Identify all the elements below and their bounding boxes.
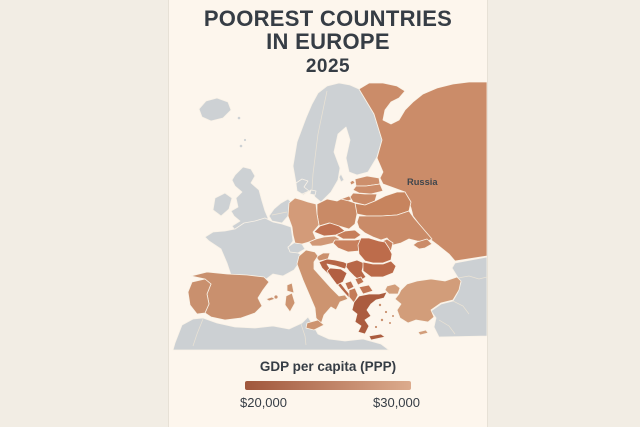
- country-turkey-europe: [384, 283, 401, 295]
- island-aegean-islands: [392, 315, 394, 317]
- algeria-tunisia-border: [300, 323, 307, 346]
- country-north-macedonia: [358, 284, 374, 295]
- country-ukraine: [356, 210, 433, 246]
- country-ireland: [212, 192, 233, 217]
- country-crimea: [412, 238, 433, 250]
- morocco-algeria-border: [192, 318, 204, 347]
- country-cyprus: [417, 329, 429, 336]
- island-aegean-islands: [380, 318, 384, 322]
- country-bosnia: [326, 267, 348, 286]
- country-poland: [316, 198, 358, 230]
- legend-title: GDP per capita (PPP): [259, 359, 397, 374]
- country-corsica: [286, 282, 295, 294]
- country-greece: [351, 291, 388, 335]
- island-faroe: [237, 116, 241, 120]
- caucasus-border: [457, 275, 487, 280]
- country-portugal: [187, 278, 212, 315]
- country-latvia: [352, 183, 384, 195]
- country-sicily: [305, 319, 325, 331]
- country-denmark-island: [309, 189, 317, 196]
- syria-border: [438, 319, 456, 335]
- country-kosovo: [354, 276, 365, 286]
- title-line1: POOREST COUNTRIES: [203, 6, 453, 31]
- country-iceland: [198, 97, 232, 122]
- country-romania: [357, 237, 393, 264]
- country-russia: [358, 82, 487, 262]
- legend-min-label: $20,000: [240, 395, 287, 410]
- title-year: 2025: [305, 55, 351, 77]
- country-italy: [296, 249, 349, 325]
- country-france: [204, 217, 303, 281]
- legend-gradient-bar: [245, 381, 411, 390]
- legend-max-label: $30,000: [373, 395, 420, 410]
- europe-choropleth-map: Russia: [172, 82, 487, 351]
- island-shetland: [239, 144, 243, 148]
- infographic-panel: POOREST COUNTRIES IN EUROPE 2025 Russia G…: [168, 0, 488, 427]
- country-estonia-islands: [349, 179, 356, 186]
- map-label-russia: Russia: [407, 177, 438, 187]
- legend-labels: $20,000 $30,000: [240, 395, 420, 410]
- country-slovakia: [335, 229, 362, 240]
- island-aegean-islands: [389, 322, 391, 324]
- country-turkey: [394, 276, 462, 324]
- island-aegean-islands: [374, 325, 378, 329]
- country-czechia: [313, 222, 346, 237]
- country-austria: [308, 235, 341, 247]
- island-aegean-islands: [384, 310, 388, 314]
- country-germany: [287, 197, 320, 245]
- netherlands-belgium-border: [271, 211, 288, 216]
- title-line2: IN EUROPE: [266, 29, 390, 55]
- country-crete: [368, 333, 386, 341]
- country-montenegro: [344, 280, 355, 291]
- country-gotland: [338, 173, 345, 183]
- norway-sweden-border: [311, 90, 328, 191]
- island-balearics: [274, 295, 278, 299]
- country-bulgaria: [362, 260, 397, 278]
- island-aegean-islands: [378, 303, 382, 307]
- country-denmark: [295, 178, 310, 195]
- page-title: POOREST COUNTRIES IN EUROPE: [175, 7, 481, 54]
- island-shetland: [243, 138, 247, 142]
- country-serbia: [345, 259, 367, 282]
- country-north-africa: [172, 316, 390, 351]
- country-sardinia: [284, 292, 296, 313]
- country-balearics: [265, 296, 276, 302]
- armenia-border: [452, 300, 470, 315]
